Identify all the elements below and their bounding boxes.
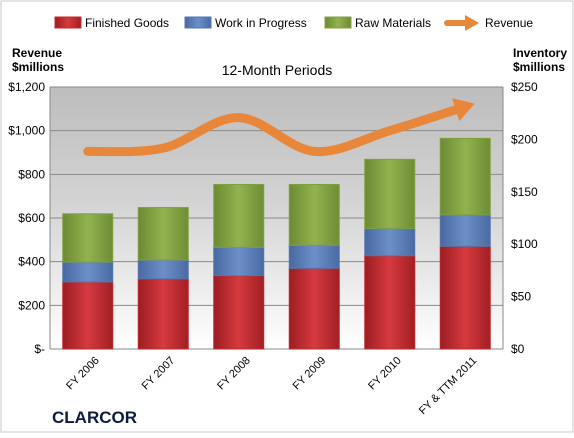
left-tick-label: $800 (18, 167, 45, 181)
bar-raw-materials (213, 183, 265, 248)
chart-title: 12-Month Periods (222, 62, 333, 78)
bar-raw-materials (364, 158, 416, 229)
bar-finished-goods (439, 245, 491, 350)
bar-raw-materials (137, 207, 189, 261)
bar-raw-materials (439, 137, 491, 216)
legend-work-in-progress: Work in Progress (184, 16, 307, 30)
company-label: CLARCOR (52, 408, 137, 427)
revenue-line-group (83, 98, 475, 157)
revenue-line (83, 102, 470, 157)
legend-label: Work in Progress (215, 16, 307, 30)
left-axis-label-line-1: Revenue (12, 46, 62, 60)
bar-work-in-progress (137, 259, 189, 280)
left-tick-label: $400 (18, 255, 45, 269)
right-tick-label: $150 (511, 185, 538, 199)
left-axis-ticks: $- $200 $400 $600 $800 $1,000 $1,200 (8, 80, 45, 356)
bar-work-in-progress (62, 261, 114, 283)
bar-raw-materials (62, 213, 114, 263)
bar-work-in-progress (213, 246, 265, 277)
legend-swatch (54, 16, 82, 29)
right-tick-label: $0 (511, 342, 525, 356)
left-tick-label: $1,200 (8, 80, 45, 94)
bar-work-in-progress (288, 244, 340, 269)
bar-finished-goods (62, 281, 114, 350)
legend-arrowhead (465, 15, 479, 31)
left-tick-label: $- (34, 342, 45, 356)
bar-work-in-progress (364, 227, 416, 257)
bar-finished-goods (364, 255, 416, 350)
legend-swatch (184, 16, 212, 29)
legend-label: Revenue (485, 16, 533, 30)
bars (62, 137, 491, 350)
left-tick-label: $600 (18, 211, 45, 225)
right-axis-label-line-2: $millions (513, 60, 565, 74)
bar-work-in-progress (439, 214, 491, 247)
bar-finished-goods (288, 267, 340, 350)
right-axis-label-line-1: Inventory (513, 46, 567, 60)
left-tick-label: $200 (18, 298, 45, 312)
legend-finished-goods: Finished Goods (54, 16, 169, 30)
legend-raw-materials: Raw Materials (324, 16, 431, 30)
right-tick-label: $250 (511, 80, 538, 94)
left-axis-label-line-2: $millions (12, 60, 64, 74)
legend-revenue: Revenue (444, 15, 533, 31)
legend-label: Finished Goods (85, 16, 169, 30)
legend-label: Raw Materials (355, 16, 431, 30)
right-tick-label: $50 (511, 290, 531, 304)
bar-finished-goods (213, 275, 265, 350)
right-tick-label: $200 (511, 132, 538, 146)
revenue-arrowhead (452, 98, 475, 122)
left-tick-label: $1,000 (8, 124, 45, 138)
legend: Finished Goods Work in Progress Raw Materi… (54, 15, 533, 31)
bar-finished-goods (137, 278, 189, 350)
right-tick-label: $100 (511, 237, 538, 251)
legend-swatch (324, 16, 352, 29)
right-axis-ticks: $0 $50 $100 $150 $200 $250 (511, 80, 538, 356)
bar-raw-materials (288, 183, 340, 246)
